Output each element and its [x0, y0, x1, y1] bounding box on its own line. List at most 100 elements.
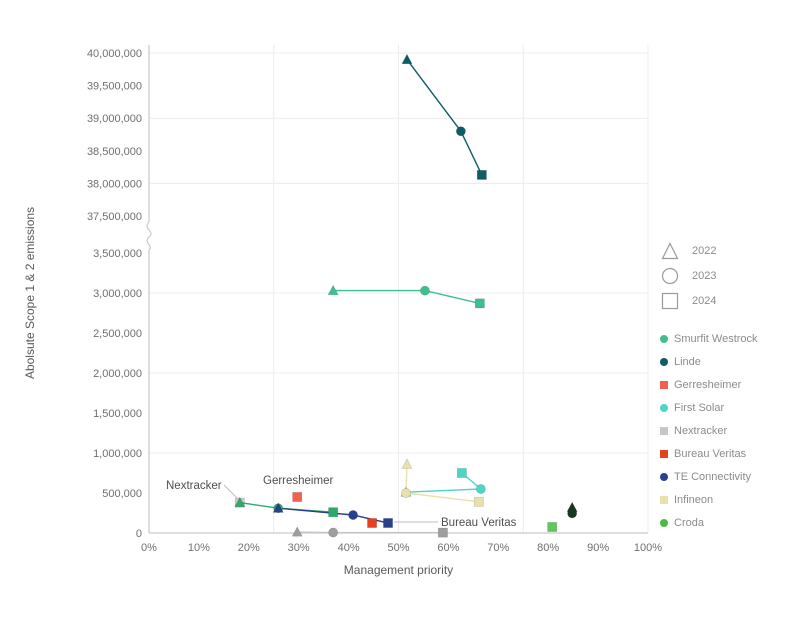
legend-label: TE Connectivity	[674, 470, 752, 483]
x-tick-label: 10%	[188, 542, 210, 554]
y-tick-label: 39,000,000	[87, 113, 142, 125]
y-tick-label: 0	[136, 528, 142, 540]
series-line	[406, 59, 483, 176]
legend-label: Nextracker	[674, 424, 728, 437]
legend-label: Linde	[674, 355, 701, 368]
legend-swatch	[660, 334, 668, 343]
x-tick-label: 70%	[487, 542, 509, 554]
legend-label: Smurfit Westrock	[674, 332, 758, 345]
data-point[interactable]	[234, 496, 246, 508]
data-point[interactable]	[367, 518, 377, 528]
annotation-leader-line	[223, 484, 239, 500]
x-tick-label: 0%	[141, 542, 157, 554]
y-tick-label: 38,000,000	[87, 178, 142, 190]
data-point[interactable]	[272, 502, 284, 513]
circle-year-icon	[661, 267, 679, 284]
legend-item-smurfit-westrock[interactable]: Smurfit Westrock	[660, 327, 790, 350]
data-point[interactable]	[328, 507, 339, 518]
legend-item-bureau-veritas[interactable]: Bureau Veritas	[660, 442, 790, 465]
year-key-label: 2024	[692, 294, 717, 307]
legend-label: Croda	[674, 516, 704, 529]
legend-label: Gerresheimer	[674, 378, 742, 391]
data-point[interactable]	[327, 284, 339, 296]
data-point[interactable]	[455, 126, 466, 137]
year-key-item: 2024	[660, 288, 790, 313]
legend-swatch	[660, 357, 668, 366]
y-tick-label: 500,000	[102, 488, 142, 500]
x-tick-label: 100%	[634, 542, 662, 554]
x-tick-label: 20%	[238, 542, 260, 554]
legend-item-te-connectivity[interactable]: TE Connectivity	[660, 465, 790, 488]
series-line	[405, 464, 479, 503]
square-year-icon	[661, 292, 679, 309]
legend-label: Infineon	[674, 493, 714, 506]
series-line	[405, 472, 483, 493]
y-axis-break-icon	[146, 221, 152, 251]
legend-label: First Solar	[674, 401, 725, 414]
y-tick-label: 40,000,000	[87, 48, 142, 60]
legend-swatch	[660, 449, 668, 458]
legend-swatch	[660, 495, 668, 504]
legend-swatch	[660, 472, 668, 481]
x-tick-label: 40%	[338, 542, 360, 554]
year-key-item: 2023	[660, 263, 790, 288]
data-point[interactable]	[420, 285, 430, 296]
legend-item-nextracker[interactable]: Nextracker	[660, 419, 790, 442]
series-line	[297, 531, 443, 534]
x-tick-label: 30%	[288, 542, 310, 554]
legend-item-gerresheimer[interactable]: Gerresheimer	[660, 373, 790, 396]
year-shape-key: 2022 2023 2024	[660, 238, 790, 313]
y-tick-label: 2,000,000	[93, 368, 142, 380]
data-point[interactable]	[474, 298, 485, 309]
legend-item-linde[interactable]: Linde	[660, 350, 790, 373]
y-tick-label: 38,500,000	[87, 146, 142, 158]
legend-swatch	[660, 380, 668, 389]
annotation-label: Nextracker	[166, 480, 222, 492]
x-tick-label: 90%	[587, 542, 609, 554]
legend-item-infineon[interactable]: Infineon	[660, 488, 790, 511]
y-tick-label: 37,500,000	[87, 211, 142, 223]
legend-item-croda[interactable]: Croda	[660, 511, 790, 534]
annotation-label: Gerresheimer	[263, 475, 333, 487]
data-point[interactable]	[383, 518, 393, 528]
year-key-label: 2023	[692, 269, 717, 282]
data-point[interactable]	[456, 468, 467, 478]
data-point[interactable]	[292, 492, 303, 502]
data-point[interactable]	[401, 458, 413, 469]
y-tick-label: 3,000,000	[93, 288, 142, 300]
y-tick-label: 2,500,000	[93, 328, 142, 340]
series-line	[239, 501, 334, 513]
triangle-year-icon	[661, 241, 679, 259]
legend-swatch	[660, 426, 668, 435]
x-tick-label: 80%	[537, 542, 559, 554]
data-point[interactable]	[348, 510, 358, 520]
company-legend: Smurfit Westrock Linde Gerresheimer First S…	[660, 327, 790, 534]
data-point[interactable]	[567, 508, 578, 519]
data-point[interactable]	[547, 522, 558, 532]
legend-swatch	[660, 518, 668, 527]
y-tick-label: 1,500,000	[93, 408, 142, 420]
data-point[interactable]	[401, 53, 413, 65]
y-tick-label: 1,000,000	[93, 448, 142, 460]
annotation-label: Bureau Veritas	[441, 517, 517, 529]
year-key-label: 2022	[692, 244, 717, 257]
data-point[interactable]	[401, 488, 411, 498]
legend-label: Bureau Veritas	[674, 447, 747, 460]
legend-item-first-solar[interactable]: First Solar	[660, 396, 790, 419]
x-tick-label: 50%	[387, 542, 409, 554]
data-point[interactable]	[291, 526, 303, 537]
year-key-item: 2022	[660, 238, 790, 263]
data-point[interactable]	[473, 496, 484, 507]
x-tick-label: 60%	[437, 542, 459, 554]
legend-swatch	[660, 403, 668, 412]
legend-panel: 2022 2023 2024 Smurfit Westrock Linde Gerres…	[660, 238, 790, 534]
y-axis-title: Abolsute Scope 1 & 2 emissions	[23, 207, 37, 379]
x-axis-title: Management priority	[344, 563, 453, 577]
data-point[interactable]	[476, 170, 487, 180]
data-point[interactable]	[328, 527, 339, 538]
y-tick-label: 39,500,000	[87, 81, 142, 93]
data-point[interactable]	[438, 527, 448, 538]
data-point[interactable]	[475, 484, 486, 494]
